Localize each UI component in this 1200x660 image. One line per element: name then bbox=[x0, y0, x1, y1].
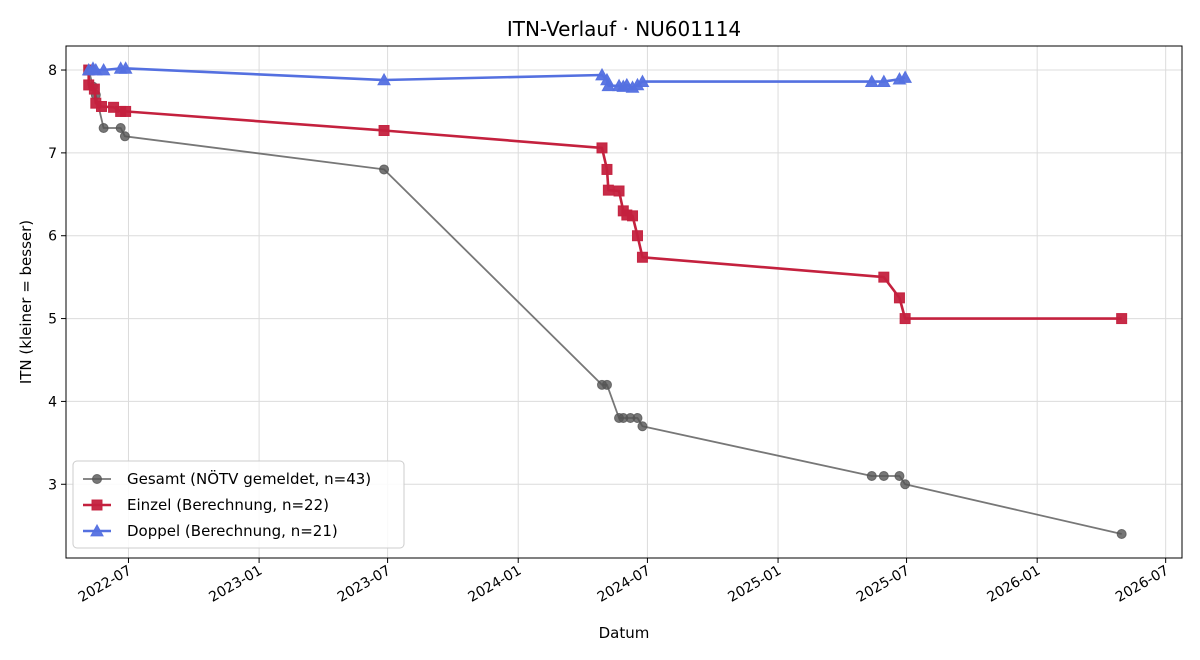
data-point-einzel bbox=[878, 271, 890, 283]
series-line-doppel bbox=[88, 67, 906, 89]
data-point-einzel bbox=[120, 105, 132, 117]
legend-box bbox=[72, 460, 405, 549]
y-tick-label: 8 bbox=[48, 63, 57, 79]
data-point-gesamt bbox=[379, 164, 390, 175]
y-axis-label: ITN (kleiner = besser) bbox=[17, 220, 35, 384]
data-point-einzel bbox=[601, 163, 613, 175]
legend-marker-einzel bbox=[91, 499, 103, 511]
data-point-einzel bbox=[893, 292, 905, 304]
data-point-gesamt bbox=[894, 470, 905, 481]
series-doppel bbox=[81, 61, 913, 93]
legend-label-gesamt: Gesamt (NÖTV gemeldet, n=43) bbox=[127, 469, 371, 488]
x-tick-label: 2026-01 bbox=[985, 563, 1044, 606]
legend-marker-gesamt bbox=[92, 474, 102, 484]
plot-frame bbox=[65, 45, 1183, 559]
chart-title: ITN-Verlauf · NU601114 bbox=[507, 17, 741, 41]
data-point-einzel bbox=[899, 313, 911, 325]
x-tick-label: 2023-07 bbox=[335, 563, 394, 606]
data-point-gesamt bbox=[637, 421, 648, 432]
y-tick-label: 7 bbox=[48, 146, 57, 162]
grid bbox=[66, 46, 1182, 558]
x-tick-label: 2023-01 bbox=[206, 563, 265, 606]
data-point-gesamt bbox=[1116, 528, 1127, 539]
data-point-gesamt bbox=[601, 379, 612, 390]
data-point-doppel bbox=[898, 70, 913, 83]
data-point-gesamt bbox=[866, 470, 877, 481]
legend-marker-doppel bbox=[90, 523, 104, 537]
legend-label-einzel: Einzel (Berechnung, n=22) bbox=[127, 496, 329, 514]
y-tick-label: 6 bbox=[48, 229, 57, 245]
y-tick-label: 5 bbox=[48, 312, 57, 328]
legend-label-doppel: Doppel (Berechnung, n=21) bbox=[127, 522, 338, 540]
data-point-gesamt bbox=[632, 412, 643, 423]
legend: Gesamt (NÖTV gemeldet, n=43) Einzel (Bere… bbox=[72, 460, 405, 549]
data-point-gesamt bbox=[98, 123, 109, 134]
x-tick-label: 2025-01 bbox=[725, 563, 784, 606]
data-point-doppel bbox=[377, 72, 391, 86]
x-axis: 2022-07 2023-01 2023-07 2024-01 2024-07 2025-… bbox=[76, 558, 1172, 606]
data-point-doppel bbox=[96, 62, 111, 76]
x-tick-label: 2026-07 bbox=[1113, 563, 1172, 606]
data-point-doppel bbox=[118, 61, 133, 74]
data-point-einzel bbox=[596, 142, 608, 154]
data-point-doppel bbox=[864, 74, 879, 87]
x-tick-label: 2024-07 bbox=[595, 563, 654, 606]
y-axis: 3 4 5 6 7 8 bbox=[48, 63, 66, 493]
data-point-einzel bbox=[95, 100, 107, 112]
data-point-einzel bbox=[1116, 313, 1128, 325]
data-point-gesamt bbox=[115, 123, 126, 134]
data-point-einzel bbox=[378, 125, 390, 137]
series-layer bbox=[81, 61, 1128, 539]
data-point-einzel bbox=[636, 251, 648, 263]
data-point-einzel bbox=[88, 83, 100, 95]
series-einzel bbox=[83, 64, 1128, 325]
y-tick-label: 4 bbox=[48, 394, 57, 410]
data-point-einzel bbox=[627, 210, 639, 222]
data-point-einzel bbox=[631, 230, 643, 242]
data-point-doppel bbox=[601, 78, 616, 92]
data-point-gesamt bbox=[119, 131, 130, 142]
x-axis-label: Datum bbox=[599, 624, 650, 642]
data-point-gesamt bbox=[900, 479, 911, 490]
data-point-doppel bbox=[876, 74, 891, 87]
y-tick-label: 3 bbox=[48, 477, 57, 493]
data-point-doppel bbox=[635, 74, 650, 87]
x-tick-label: 2025-07 bbox=[854, 563, 913, 606]
data-point-gesamt bbox=[878, 470, 889, 481]
x-tick-label: 2022-07 bbox=[76, 563, 135, 606]
data-point-einzel bbox=[602, 184, 614, 196]
x-tick-label: 2024-01 bbox=[466, 563, 525, 606]
data-point-einzel bbox=[613, 185, 625, 197]
